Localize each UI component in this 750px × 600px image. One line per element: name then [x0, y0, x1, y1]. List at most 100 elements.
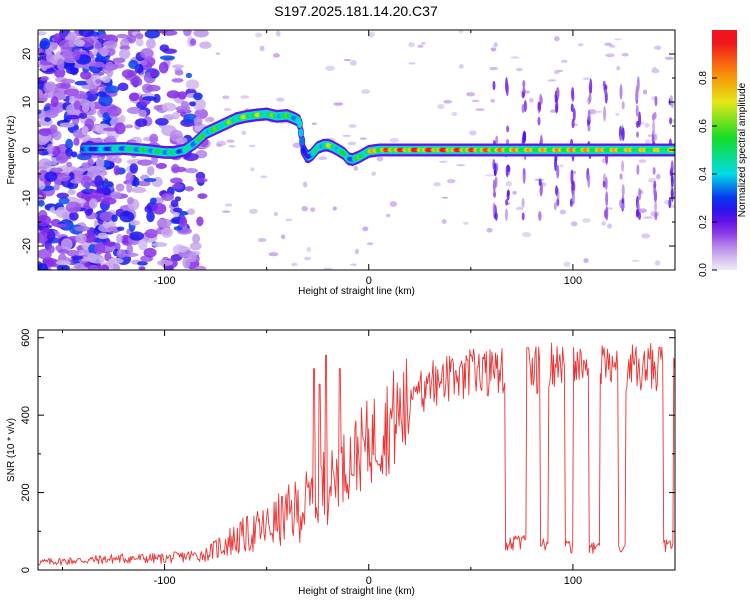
noise-blob — [144, 205, 152, 213]
noise-streak — [587, 174, 591, 188]
noise-blob — [126, 182, 133, 194]
noise-blob — [240, 95, 250, 99]
noise-blob — [670, 204, 675, 209]
noise-blob — [157, 259, 173, 267]
noise-streak — [619, 134, 623, 142]
noise-streak — [572, 108, 576, 121]
noise-streak — [635, 131, 639, 138]
noise-blob — [146, 210, 155, 223]
noise-blob — [38, 200, 45, 207]
noise-streak — [603, 88, 607, 96]
noise-blob — [39, 76, 49, 81]
noise-blob — [301, 205, 309, 212]
noise-blob — [39, 38, 51, 50]
noise-blob — [95, 123, 111, 134]
noise-blob — [192, 98, 206, 111]
noise-blob — [111, 63, 125, 69]
noise-blob — [112, 57, 126, 64]
noise-blob — [199, 41, 212, 49]
noise-blob — [97, 34, 110, 39]
noise-blob — [349, 59, 357, 66]
noise-blob — [44, 109, 59, 119]
noise-blob — [106, 241, 115, 248]
noise-blob — [94, 175, 104, 188]
noise-blob — [136, 261, 148, 266]
noise-blob — [161, 102, 177, 112]
noise-blob — [129, 162, 138, 174]
noise-blob — [128, 59, 139, 69]
noise-streak — [523, 131, 527, 143]
noise-blob — [128, 92, 140, 102]
y-tick-label: 600 — [20, 329, 32, 347]
noise-streak — [588, 82, 592, 93]
noise-blob — [96, 188, 110, 194]
noise-blob — [493, 42, 498, 48]
noise-blob — [104, 85, 120, 94]
spectral-ridge — [79, 107, 675, 167]
noise-blob — [285, 218, 293, 222]
noise-streak — [495, 135, 499, 145]
noise-blob — [60, 238, 73, 251]
noise-blob — [463, 221, 469, 225]
noise-blob — [521, 231, 532, 238]
noise-blob — [615, 112, 620, 116]
noise-streak — [537, 116, 541, 126]
noise-blob — [185, 72, 193, 79]
noise-blob — [38, 248, 52, 260]
noise-blob — [95, 156, 105, 169]
colorbar-tick-label: 0.8 — [698, 71, 709, 85]
noise-blob — [417, 44, 424, 48]
noise-blob — [184, 186, 195, 192]
noise-blob — [317, 156, 328, 160]
noise-blob — [145, 38, 156, 49]
noise-blob — [126, 243, 134, 255]
noise-streak — [669, 94, 673, 105]
noise-blob — [67, 31, 78, 40]
noise-blob — [155, 162, 168, 170]
noise-streak — [670, 175, 674, 188]
x-axis-label: Height of straight line (km) — [298, 286, 415, 297]
noise-blob — [142, 96, 157, 102]
noise-blob — [149, 197, 157, 205]
noise-streak — [492, 179, 496, 193]
noise-blob — [343, 58, 352, 62]
noise-blob — [111, 214, 118, 222]
noise-streak — [670, 187, 674, 202]
noise-streak — [605, 191, 609, 207]
noise-blob — [173, 226, 183, 231]
noise-blob — [577, 43, 584, 47]
noise-blob — [184, 105, 191, 112]
noise-blob — [469, 130, 477, 136]
noise-streak — [555, 103, 559, 114]
noise-blob — [65, 201, 82, 213]
noise-blob — [174, 70, 184, 76]
noise-blob — [643, 216, 653, 219]
noise-blob — [38, 47, 45, 53]
noise-blob — [126, 159, 135, 164]
noise-blob — [642, 89, 648, 95]
noise-blob — [65, 148, 73, 157]
x-tick-label: 0 — [366, 275, 372, 287]
noise-blob — [182, 256, 191, 269]
noise-blob — [50, 96, 59, 108]
noise-blob — [153, 104, 164, 111]
noise-blob — [66, 161, 73, 168]
noise-streak — [602, 80, 606, 88]
noise-blob — [371, 171, 377, 176]
noise-blob — [332, 206, 337, 211]
noise-blob — [45, 81, 56, 92]
noise-blob — [621, 52, 629, 57]
noise-blob — [583, 258, 589, 263]
noise-streak — [521, 91, 525, 99]
noise-blob — [490, 98, 496, 103]
noise-blob — [88, 198, 98, 209]
noise-blob — [69, 211, 79, 221]
noise-streak — [621, 160, 625, 172]
noise-blob — [187, 252, 197, 263]
noise-blob — [616, 65, 621, 71]
noise-blob — [553, 36, 560, 42]
noise-blob — [135, 38, 144, 47]
noise-blob — [637, 208, 647, 213]
noise-blob — [73, 137, 80, 146]
noise-blob — [268, 252, 279, 257]
